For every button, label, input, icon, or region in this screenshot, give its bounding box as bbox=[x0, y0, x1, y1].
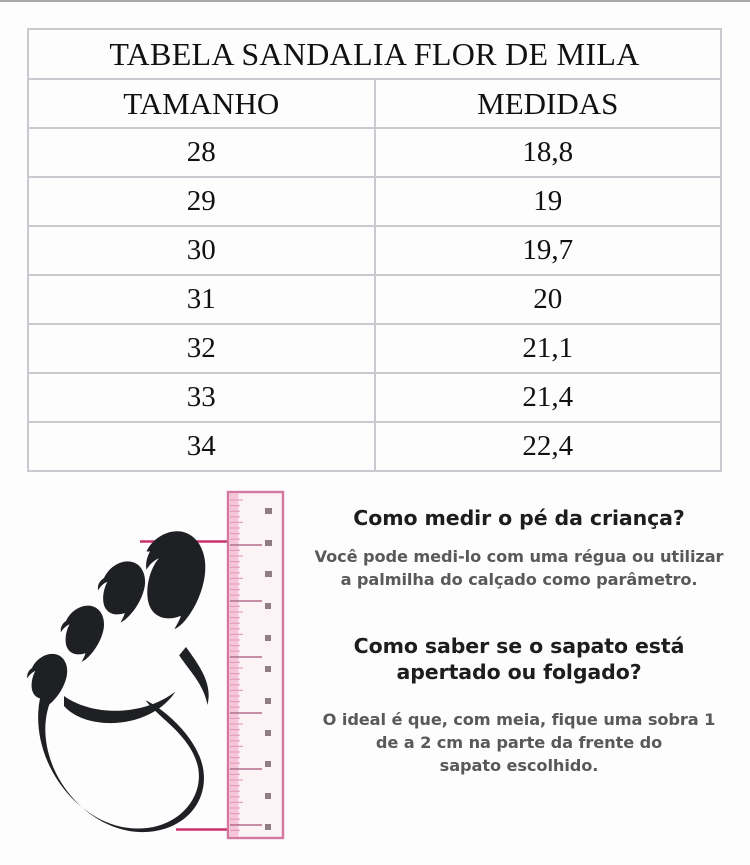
instructions-line: de a 2 cm na parte da frente do bbox=[375, 732, 663, 752]
foot-measurement-illustration bbox=[0, 478, 300, 865]
column-header-tamanho: TAMANHO bbox=[27, 78, 376, 129]
table-row: 33 21,4 bbox=[27, 372, 722, 423]
cell-medidas: 18,8 bbox=[373, 127, 722, 178]
instructions-heading-line: Como saber se o sapato está bbox=[353, 633, 685, 658]
cell-tamanho: 28 bbox=[27, 127, 376, 178]
cell-medidas: 21,1 bbox=[373, 323, 722, 374]
cell-tamanho: 33 bbox=[27, 372, 376, 423]
table-row: 32 21,1 bbox=[27, 323, 722, 374]
instructions-heading-how-to-measure: Como medir o pé da criança? bbox=[353, 506, 685, 530]
table-row: 34 22,4 bbox=[27, 421, 722, 472]
measuring-instructions: Como medir o pé da criança? Você pode me… bbox=[296, 505, 742, 777]
column-header-medidas: MEDIDAS bbox=[373, 78, 722, 129]
instructions-line: sapato escolhido. bbox=[439, 755, 599, 775]
cell-tamanho: 30 bbox=[27, 225, 376, 276]
cell-medidas: 20 bbox=[373, 274, 722, 325]
table-row: 30 19,7 bbox=[27, 225, 722, 276]
cell-tamanho: 34 bbox=[27, 421, 376, 472]
cell-medidas: 22,4 bbox=[373, 421, 722, 472]
cell-tamanho: 31 bbox=[27, 274, 376, 325]
instructions-line: a palmilha do calçado como parâmetro. bbox=[340, 569, 698, 589]
top-divider bbox=[0, 0, 750, 2]
cell-medidas: 21,4 bbox=[373, 372, 722, 423]
table-header-row: TAMANHO MEDIDAS bbox=[27, 78, 722, 129]
instructions-line: Você pode medi-lo com uma régua ou utili… bbox=[314, 546, 724, 566]
cell-tamanho: 29 bbox=[27, 176, 376, 227]
ruler-numerals bbox=[265, 508, 272, 830]
table-row: 28 18,8 bbox=[27, 127, 722, 178]
vertical-ruler bbox=[226, 490, 285, 840]
instructions-line: O ideal é que, com meia, fique uma sobra… bbox=[322, 709, 716, 729]
table-row: 29 19 bbox=[27, 176, 722, 227]
cell-medidas: 19,7 bbox=[373, 225, 722, 276]
table-title: TABELA SANDALIA FLOR DE MILA bbox=[27, 28, 722, 80]
size-table: TABELA SANDALIA FLOR DE MILA TAMANHO MED… bbox=[27, 28, 722, 472]
baby-foot-outline bbox=[27, 531, 209, 833]
instructions-body-fit-check: O ideal é que, com meia, fique uma sobra… bbox=[296, 708, 742, 777]
table-title-row: TABELA SANDALIA FLOR DE MILA bbox=[27, 28, 722, 80]
cell-medidas: 19 bbox=[373, 176, 722, 227]
table-row: 31 20 bbox=[27, 274, 722, 325]
cell-tamanho: 32 bbox=[27, 323, 376, 374]
instructions-body-how-to-measure: Você pode medi-lo com uma régua ou utili… bbox=[296, 545, 742, 591]
instructions-heading-fit-check: Como saber se o sapato está apertado ou … bbox=[296, 633, 742, 686]
ruler-major-ticks bbox=[230, 544, 262, 826]
instructions-heading-line: apertado ou folgado? bbox=[396, 660, 642, 685]
